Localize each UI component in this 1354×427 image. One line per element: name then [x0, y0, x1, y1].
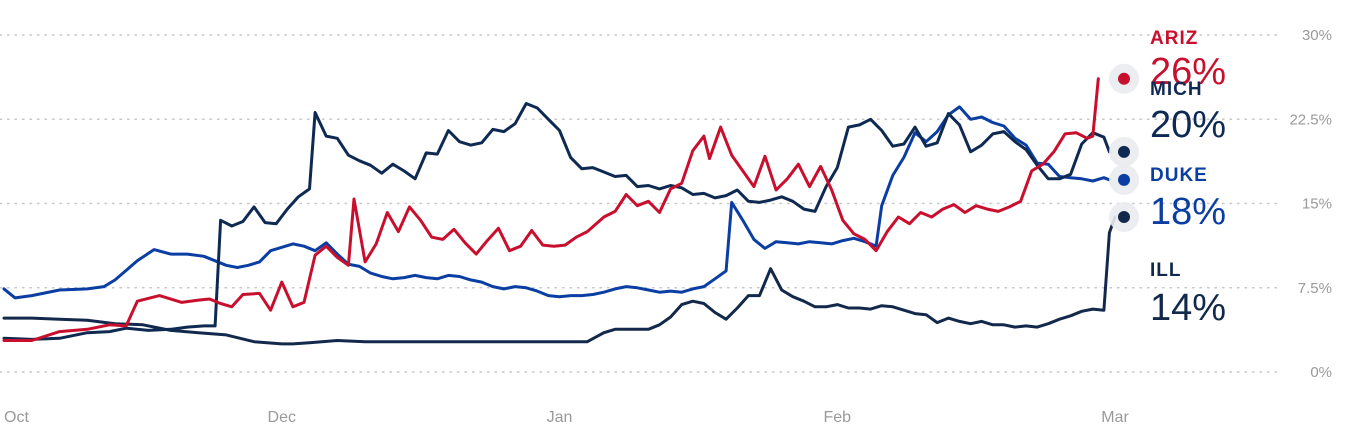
end-marker-duke: [1118, 173, 1130, 186]
series-name-ariz: ARIZ: [1150, 28, 1198, 49]
series-line-ariz: [2, 77, 1100, 342]
y-tick-label: 22.5%: [1289, 111, 1332, 128]
x-tick-label: Mar: [1101, 409, 1129, 426]
x-tick-label: Dec: [268, 409, 296, 426]
series-value-ariz: 26%: [1150, 51, 1226, 93]
x-tick-label: Jan: [547, 409, 573, 426]
y-tick-label: 0%: [1310, 364, 1332, 381]
series-line-duke: [2, 105, 1111, 300]
series-line-mich: [2, 102, 1111, 341]
end-marker-ariz: [1118, 72, 1130, 85]
series-value-mich: 20%: [1150, 104, 1226, 146]
series-line-ill: [2, 215, 1117, 346]
y-tick-label: 7.5%: [1298, 280, 1332, 297]
x-tick-label: Oct: [4, 409, 29, 426]
y-tick-label: 30%: [1302, 27, 1332, 44]
x-tick-label: Feb: [823, 409, 851, 426]
x-axis-ticks: Oct Dec Jan Feb Mar: [4, 409, 1129, 426]
series-name-duke: DUKE: [1150, 165, 1208, 186]
y-axis-ticks: 0% 7.5% 15% 22.5% 30%: [1289, 27, 1332, 381]
end-marker-mich: [1118, 145, 1130, 158]
series-value-duke: 18%: [1150, 191, 1226, 233]
series-name-ill: ILL: [1150, 260, 1182, 281]
end-markers: [1109, 63, 1139, 232]
end-marker-ill: [1118, 210, 1130, 223]
series-name-mich: MICH: [1150, 79, 1203, 100]
series-lines: [2, 77, 1117, 346]
series-value-ill: 14%: [1150, 287, 1226, 329]
y-tick-label: 15%: [1302, 196, 1332, 213]
